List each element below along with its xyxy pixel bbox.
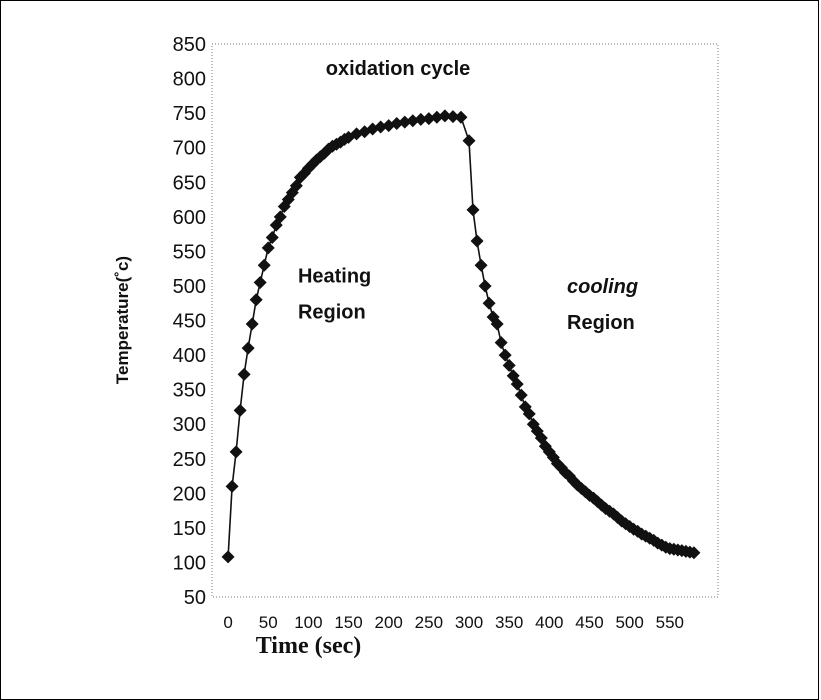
data-point	[502, 358, 516, 372]
y-tick-label: 50	[184, 587, 206, 609]
data-point	[245, 317, 259, 331]
y-tick-label: 400	[173, 345, 206, 367]
data-point	[261, 241, 275, 255]
data-point	[273, 210, 287, 224]
data-point	[430, 110, 444, 124]
data-point	[522, 407, 536, 421]
data-point	[406, 114, 420, 128]
x-tick-label: 100	[294, 613, 322, 632]
temperature-time-chart: 5010015020025030035040045050055060065070…	[113, 34, 719, 632]
data-point	[390, 116, 404, 130]
x-axis-title: Time (sec)	[255, 633, 362, 659]
x-tick-label: 400	[535, 613, 563, 632]
data-point	[478, 279, 492, 293]
annotation-label: Region	[298, 301, 366, 323]
data-point	[466, 203, 480, 217]
x-tick-label: 300	[455, 613, 483, 632]
data-point	[454, 110, 468, 124]
data-point	[510, 377, 524, 391]
data-point	[446, 110, 460, 124]
data-point	[253, 275, 267, 289]
y-tick-label: 200	[173, 483, 206, 505]
y-tick-label: 100	[173, 552, 206, 574]
x-tick-label: 0	[223, 613, 232, 632]
data-point	[599, 502, 613, 516]
annotation-label: cooling	[567, 276, 638, 298]
data-point	[233, 403, 247, 417]
data-point	[498, 348, 512, 362]
data-point	[257, 258, 271, 272]
data-point	[470, 234, 484, 248]
data-point	[494, 336, 508, 350]
annotation-label: Region	[567, 312, 635, 334]
y-tick-label: 750	[173, 103, 206, 125]
x-tick-label: 50	[259, 613, 278, 632]
data-point	[462, 134, 476, 148]
data-point	[514, 388, 528, 402]
data-point	[241, 341, 255, 355]
y-tick-label: 250	[173, 449, 206, 471]
chart-title: oxidation cycle	[326, 58, 471, 80]
y-tick-label: 350	[173, 380, 206, 402]
data-point	[414, 112, 428, 126]
y-tick-label: 500	[173, 276, 206, 298]
x-tick-label: 200	[375, 613, 403, 632]
x-tick-label: 550	[656, 613, 684, 632]
data-point	[482, 296, 496, 310]
x-tick-label: 250	[415, 613, 443, 632]
data-point	[490, 317, 504, 331]
y-tick-label: 600	[173, 207, 206, 229]
x-tick-label: 450	[575, 613, 603, 632]
y-tick-label: 650	[173, 172, 206, 194]
data-point	[249, 293, 263, 307]
x-tick-label: 500	[615, 613, 643, 632]
data-point	[438, 109, 452, 123]
data-point	[374, 120, 388, 134]
y-tick-label: 850	[173, 34, 206, 56]
data-point	[237, 367, 251, 381]
plot-area-border	[211, 43, 719, 598]
annotation-label: Heating	[298, 265, 371, 287]
x-tick-label: 150	[334, 613, 362, 632]
x-tick-label: 350	[495, 613, 523, 632]
data-point	[398, 115, 412, 129]
chart: 50 100 150 200 250 300 350 400 450 500 550 600 650 70…	[113, 34, 719, 632]
data-point	[229, 445, 243, 459]
data-point	[225, 479, 239, 493]
y-tick-label: 550	[173, 241, 206, 263]
data-point	[221, 550, 235, 564]
data-point	[422, 112, 436, 126]
y-tick-label: 150	[173, 518, 206, 540]
data-point	[687, 546, 701, 560]
y-tick-label: 800	[173, 69, 206, 91]
y-tick-label: 300	[173, 414, 206, 436]
y-tick-label: 700	[173, 138, 206, 160]
y-axis-title: Temperature(˚c)	[113, 256, 132, 384]
y-tick-label: 450	[173, 311, 206, 333]
data-point	[265, 231, 279, 245]
data-point	[474, 258, 488, 272]
